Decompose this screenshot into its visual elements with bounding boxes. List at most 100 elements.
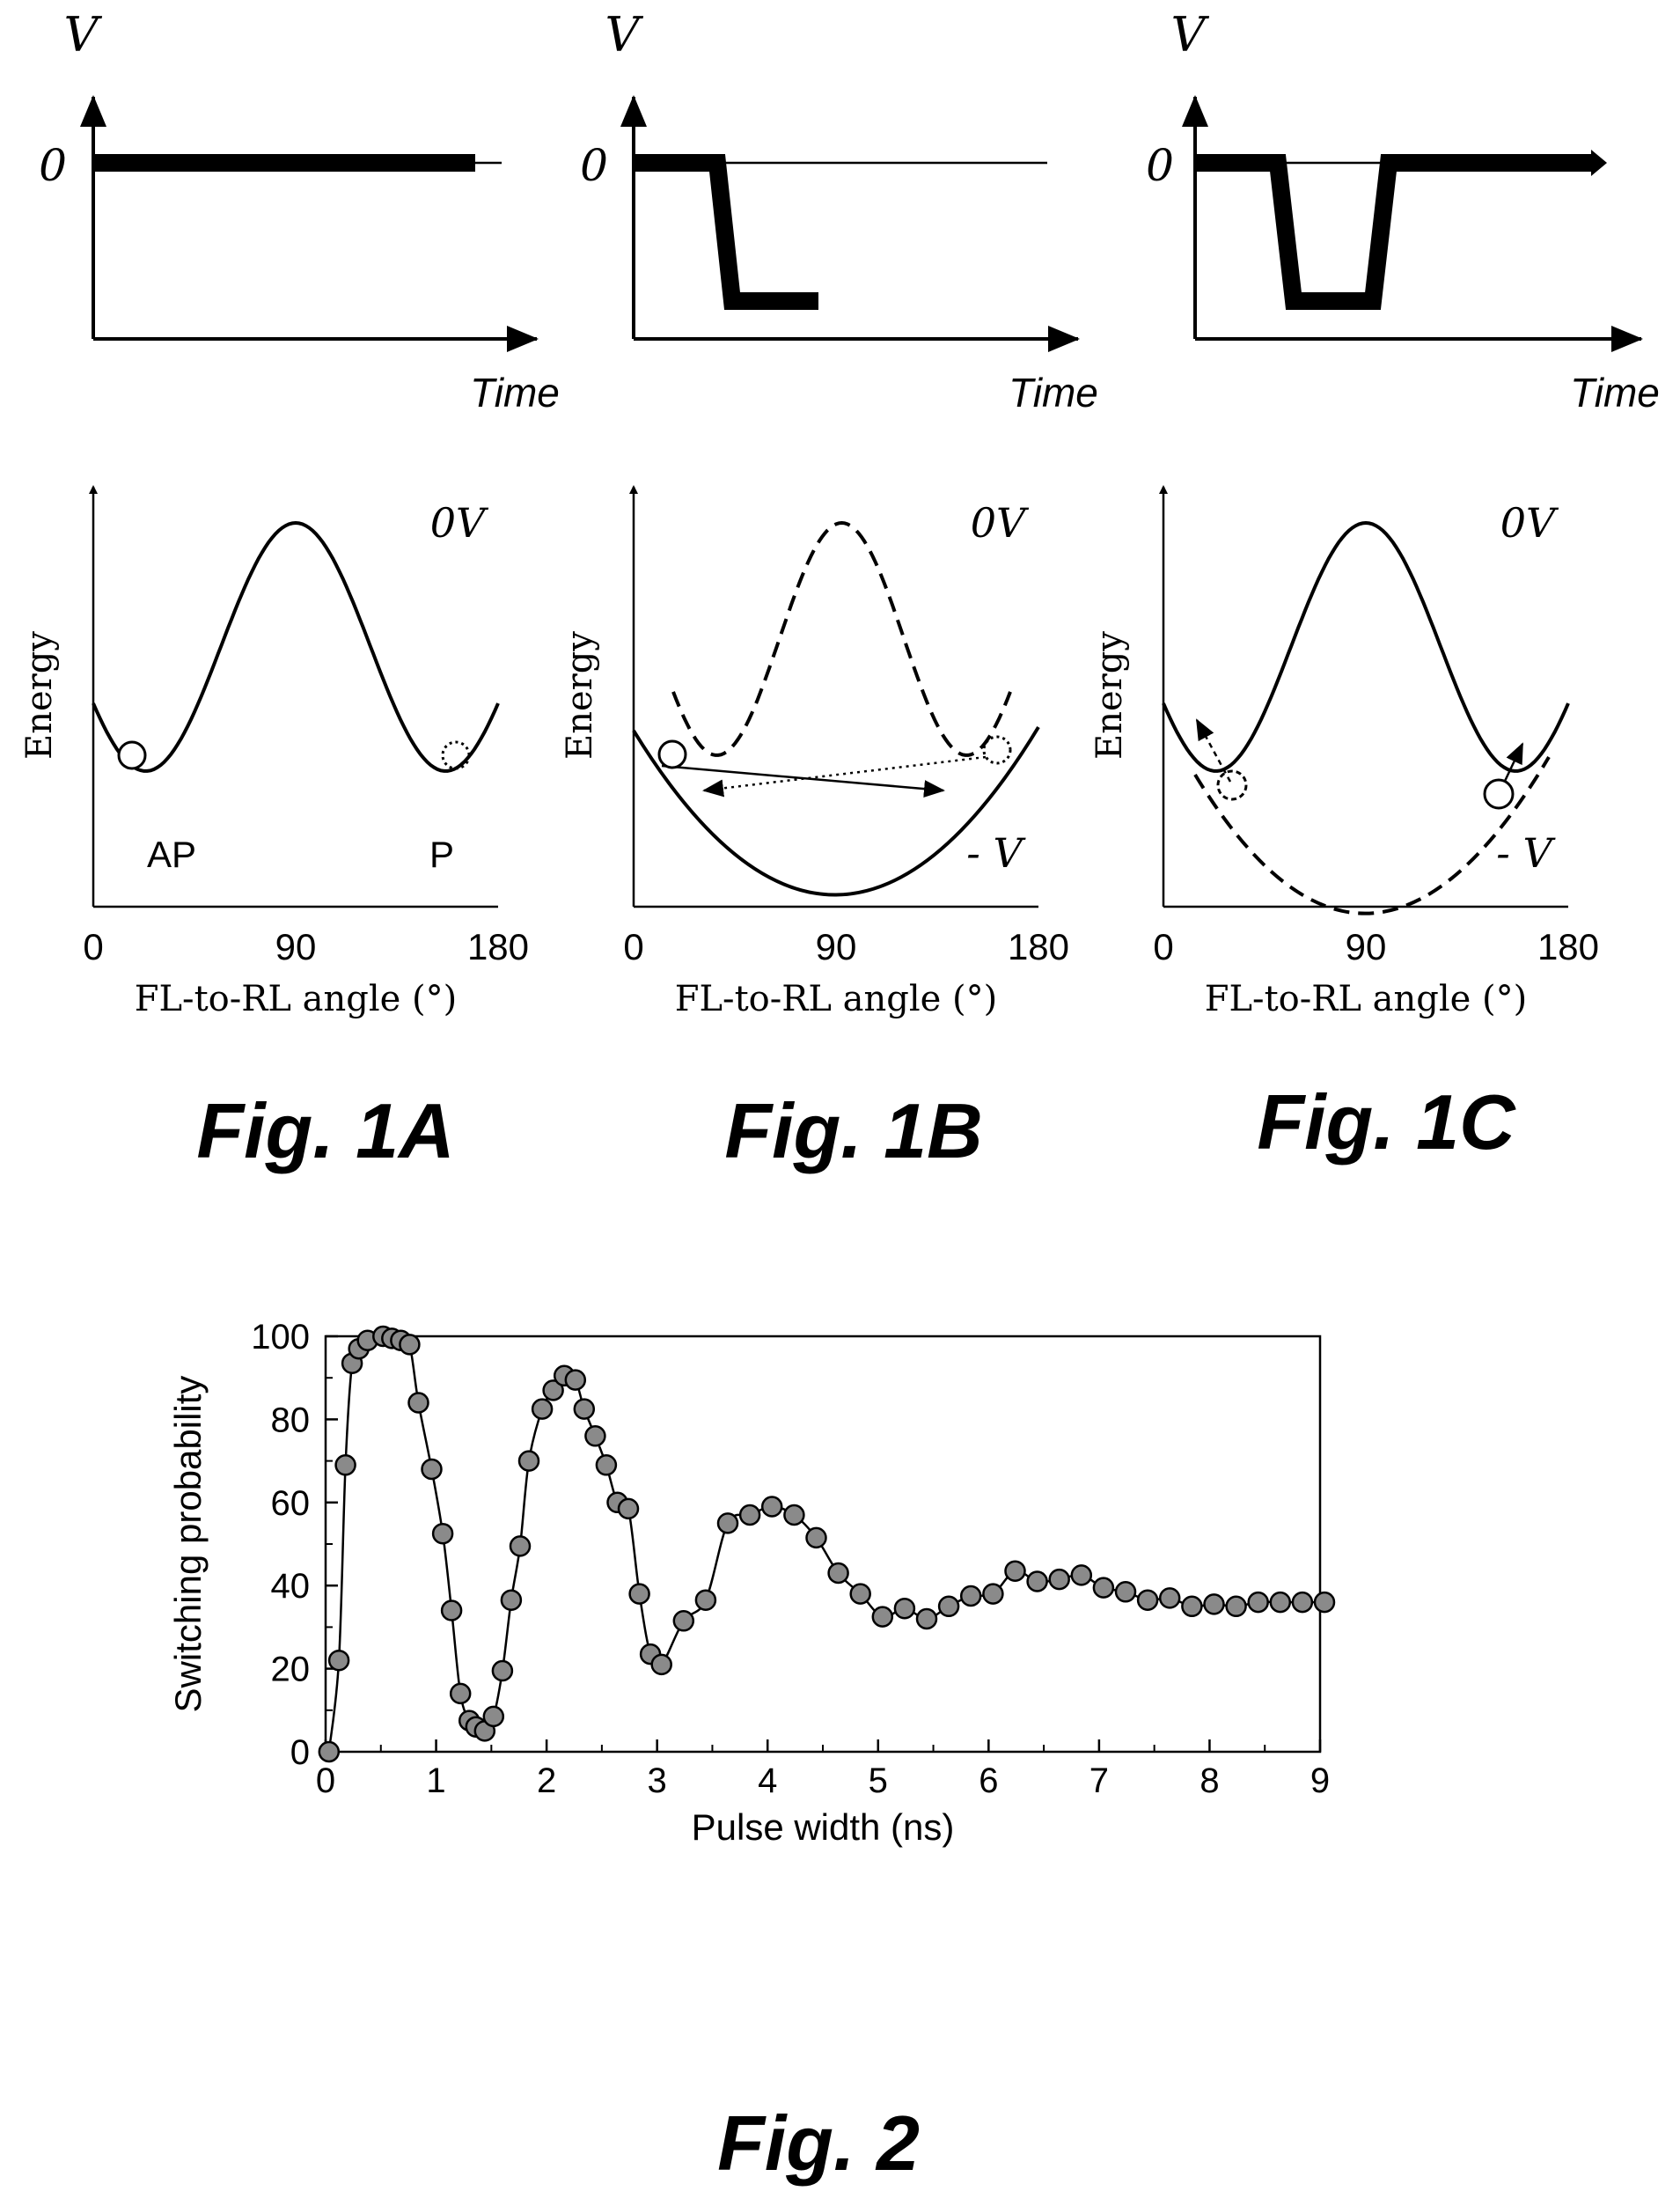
y-tick-label: 100 (251, 1318, 310, 1357)
data-point (716, 1512, 739, 1534)
state-label: 0V (430, 499, 489, 547)
data-point (334, 1454, 356, 1476)
data-point (1136, 1589, 1159, 1611)
angle-axis-label: FL-to-RL angle (°) (675, 979, 998, 1019)
data-point (573, 1398, 596, 1420)
voltage-waveform (1195, 154, 1593, 310)
y-tick-group: 0 20 40 60 80 100 (251, 1318, 338, 1772)
figure-label-1b: Fig. 1B (724, 1087, 982, 1174)
figure-label-2: Fig. 2 (717, 2099, 920, 2187)
data-point (1313, 1591, 1336, 1614)
data-point (531, 1398, 554, 1420)
energy-curve-zero-bias (1162, 520, 1570, 773)
state-label: 0V (971, 499, 1030, 547)
x-tick-180: 180 (1008, 926, 1069, 967)
voltage-axis-label: V (64, 7, 103, 63)
data-point (982, 1583, 1004, 1605)
x-tick-90: 90 (1346, 926, 1387, 967)
time-axis-label: Time (1009, 370, 1098, 415)
zero-label: 0 (1146, 140, 1174, 191)
waveform-arrowhead (1591, 150, 1607, 176)
energy-panel-1c: Energy 0 90 180 FL-to-RL angle (°) 0V - … (1089, 485, 1599, 1019)
x-tick-180: 180 (1537, 926, 1599, 967)
data-point (449, 1682, 472, 1705)
state-label: 0V (1500, 499, 1559, 547)
energy-panel-1a: Energy 0 90 180 FL-to-RL angle (°) 0V AP… (19, 485, 529, 1019)
data-point (440, 1599, 463, 1621)
data-point (509, 1535, 532, 1557)
energy-curve-negative-bias (632, 725, 1040, 897)
voltage-panel-1c: V 0 Time (1146, 7, 1660, 415)
data-point (1203, 1593, 1225, 1615)
y-tick-label: 20 (271, 1651, 311, 1689)
data-point (1026, 1570, 1048, 1592)
data-point (760, 1496, 783, 1518)
data-point (1247, 1591, 1269, 1614)
time-axis-label: Time (470, 370, 560, 415)
x-tick-label: 8 (1199, 1761, 1219, 1800)
y-tick-label: 80 (271, 1401, 311, 1439)
ball-right (1483, 778, 1515, 810)
data-point (937, 1595, 960, 1618)
data-point (849, 1583, 871, 1605)
precession-arrow-dotted (702, 755, 987, 798)
angle-axis-label: FL-to-RL angle (°) (1205, 979, 1528, 1019)
data-point (650, 1653, 672, 1676)
data-point (1070, 1564, 1093, 1586)
ap-state-ball (657, 739, 687, 769)
zero-label: 0 (39, 140, 67, 191)
data-point (1225, 1595, 1247, 1618)
energy-curve-zero-bias-dashed (671, 520, 1012, 757)
minus-v-label: - V (966, 829, 1026, 877)
data-point (694, 1589, 717, 1611)
energy-axis-label: Energy (19, 631, 60, 760)
ap-state-ball (117, 740, 147, 770)
figure-label-1a: Fig. 1A (196, 1087, 454, 1174)
series-points (318, 1325, 1336, 1763)
data-point (407, 1392, 429, 1414)
voltage-axis-label: V (605, 7, 644, 63)
switching-probability-chart: 0 1 2 3 4 5 6 7 8 9 0 20 40 60 80 100 Pulse width (ns)… (167, 1318, 1336, 1848)
data-point (672, 1610, 695, 1632)
x-tick-label: 6 (979, 1761, 998, 1800)
voltage-panel-1a: V 0 Time (39, 7, 560, 415)
data-point (327, 1649, 350, 1672)
data-point (1269, 1591, 1292, 1614)
data-point (1092, 1577, 1115, 1599)
x-tick-0: 0 (83, 926, 103, 967)
data-point (959, 1585, 982, 1607)
data-point (491, 1659, 514, 1682)
x-tick-label: 1 (426, 1761, 445, 1800)
relax-arrow-left (1195, 718, 1232, 783)
ball-ghost-left (1216, 769, 1248, 801)
energy-axis-label: Energy (1089, 631, 1130, 760)
x-tick-90: 90 (275, 926, 317, 967)
data-point (564, 1369, 587, 1391)
data-point (738, 1504, 761, 1526)
energy-curve-zero-bias (92, 520, 500, 773)
data-point (893, 1597, 916, 1620)
y-axis-title: Switching probability (167, 1376, 209, 1713)
data-point (318, 1740, 341, 1763)
x-tick-180: 180 (467, 926, 529, 967)
voltage-waveform (634, 154, 818, 310)
data-point (617, 1497, 640, 1520)
data-point (595, 1454, 618, 1476)
time-axis-label: Time (1570, 370, 1660, 415)
data-point (500, 1589, 523, 1611)
x-tick-label: 7 (1089, 1761, 1109, 1800)
x-tick-label: 5 (869, 1761, 888, 1800)
data-point (399, 1334, 421, 1356)
data-point (783, 1504, 805, 1526)
data-point (1004, 1560, 1026, 1582)
energy-curve-negative-bias-dashed (1193, 755, 1551, 915)
x-tick-label: 3 (648, 1761, 667, 1800)
energy-panel-1b: Energy 0 90 180 FL-to-RL angle (°) 0V - … (560, 485, 1069, 1019)
data-point (628, 1583, 650, 1605)
figure-label-1c: Fig. 1C (1257, 1078, 1516, 1166)
x-axis-title: Pulse width (ns) (692, 1806, 955, 1848)
data-point (1048, 1568, 1070, 1591)
x-tick-0: 0 (1153, 926, 1173, 967)
minus-v-label: - V (1496, 829, 1556, 877)
